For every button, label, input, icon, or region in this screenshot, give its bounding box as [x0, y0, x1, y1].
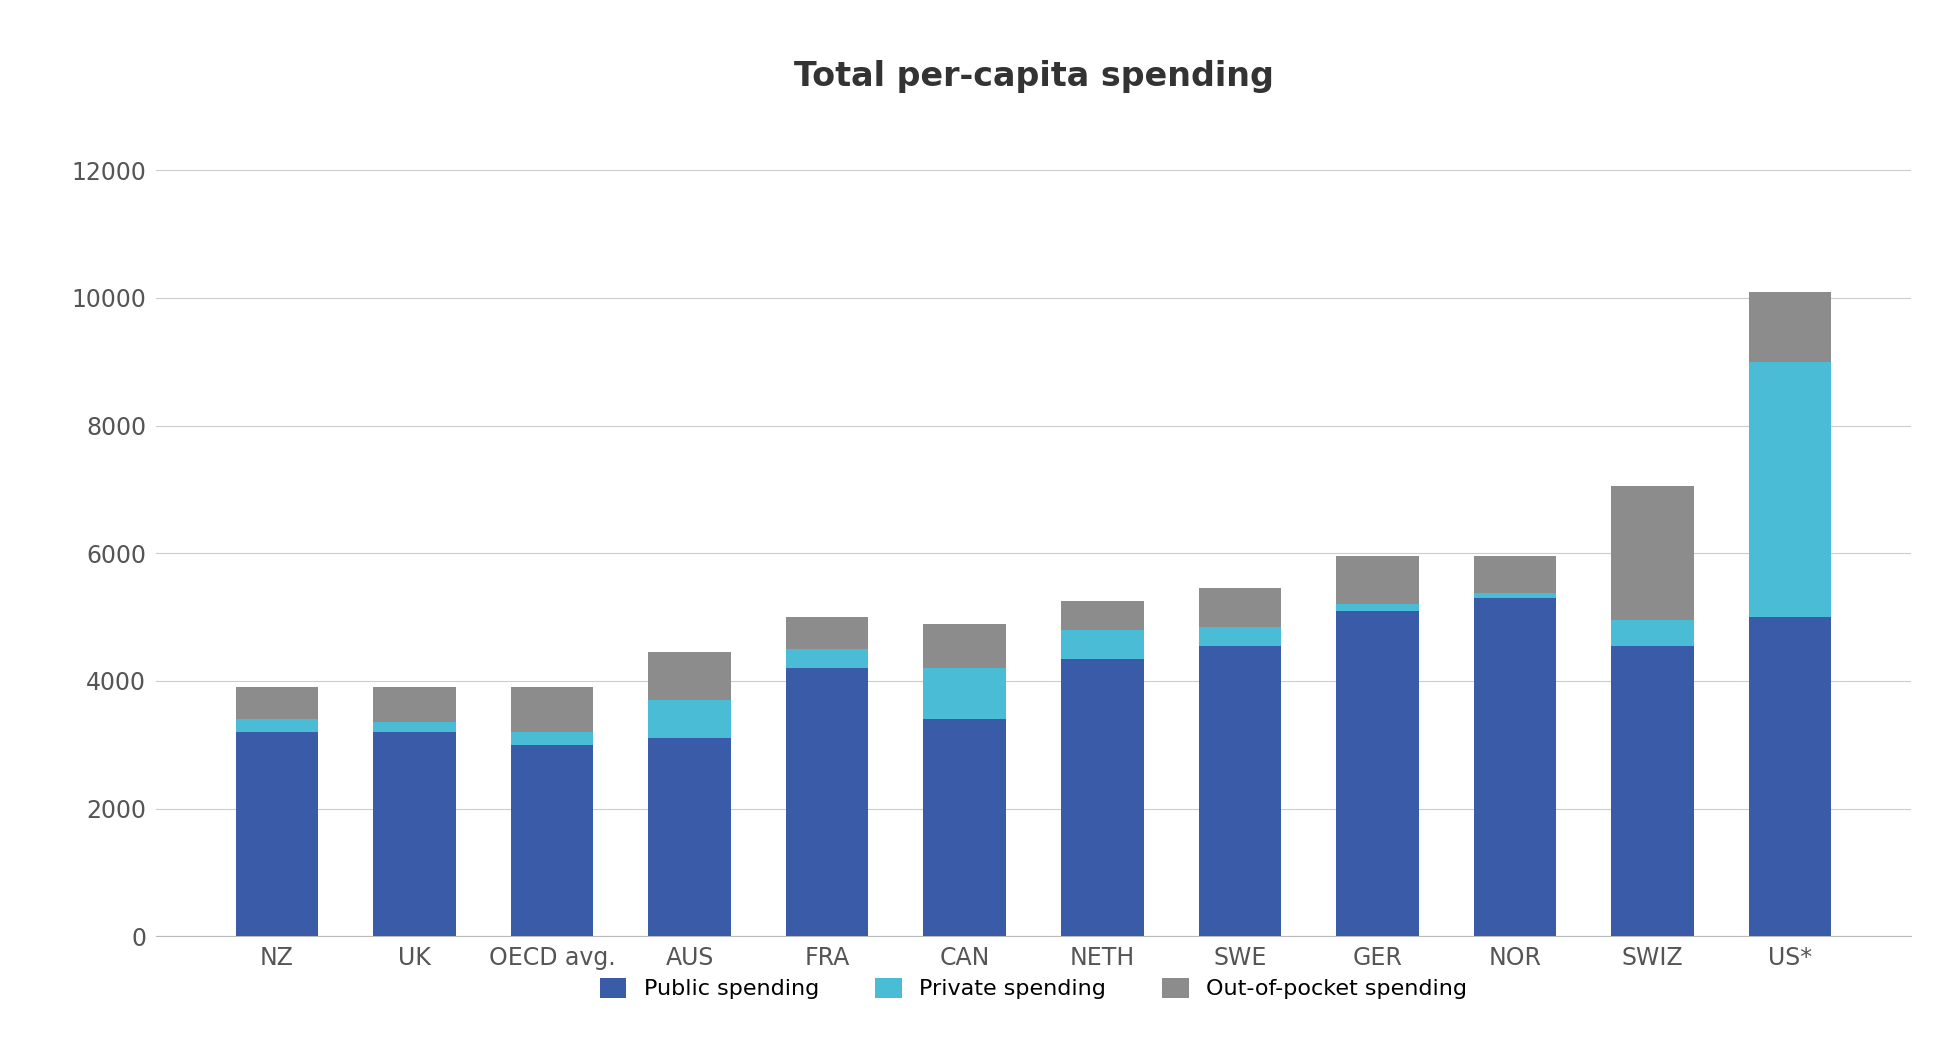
Bar — [1611, 646, 1695, 936]
Bar — [372, 722, 456, 732]
Bar — [511, 687, 593, 732]
Bar — [924, 624, 1006, 668]
Bar — [236, 719, 318, 732]
Bar — [1199, 588, 1281, 627]
Bar — [1749, 362, 1831, 617]
Bar — [1474, 598, 1556, 936]
Bar — [1061, 630, 1143, 659]
Title: Total per-capita spending: Total per-capita spending — [794, 60, 1273, 93]
Bar — [1749, 292, 1831, 362]
Bar — [924, 719, 1006, 936]
Bar — [649, 700, 731, 738]
Bar — [1336, 604, 1418, 611]
Bar — [1199, 627, 1281, 646]
Legend: Public spending, Private spending, Out-of-pocket spending: Public spending, Private spending, Out-o… — [591, 969, 1476, 1009]
Bar — [1474, 555, 1556, 593]
Bar — [372, 687, 456, 722]
Bar — [1061, 601, 1143, 630]
Bar — [924, 668, 1006, 719]
Bar — [1061, 659, 1143, 936]
Bar — [1611, 486, 1695, 620]
Bar — [1336, 556, 1418, 604]
Bar — [786, 668, 868, 936]
Bar — [511, 732, 593, 745]
Bar — [1611, 620, 1695, 646]
Bar — [372, 732, 456, 936]
Bar — [786, 617, 868, 649]
Bar — [1749, 617, 1831, 936]
Bar — [511, 745, 593, 936]
Bar — [786, 649, 868, 668]
Bar — [1336, 611, 1418, 936]
Bar — [649, 652, 731, 700]
Bar — [1199, 646, 1281, 936]
Bar — [236, 687, 318, 719]
Bar — [236, 732, 318, 936]
Bar — [1474, 593, 1556, 598]
Bar — [649, 738, 731, 936]
